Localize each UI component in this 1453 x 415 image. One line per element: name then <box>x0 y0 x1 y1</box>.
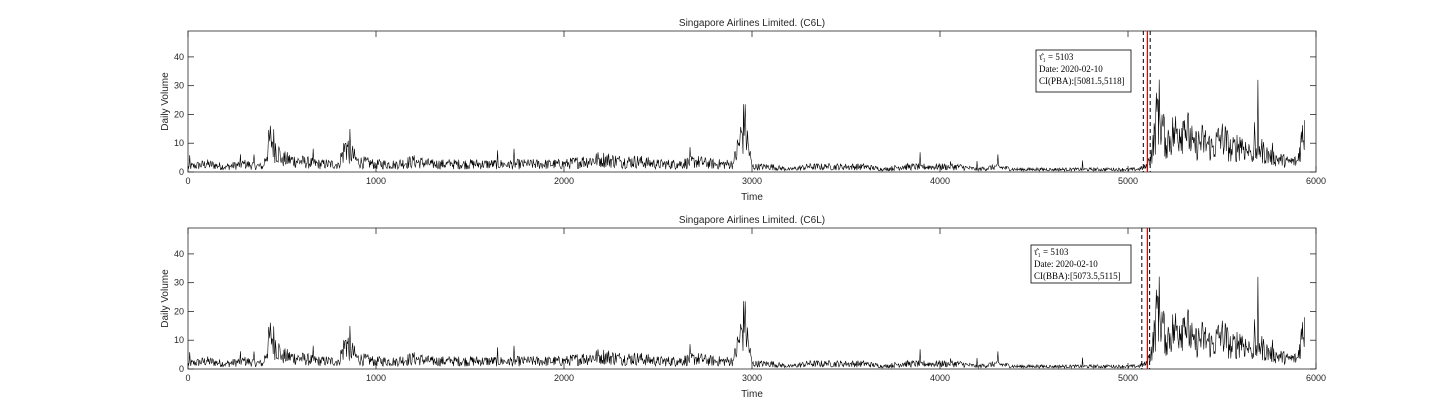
x-tick-label: 0 <box>185 373 190 383</box>
y-tick-label: 40 <box>174 249 184 259</box>
x-tick-label: 6000 <box>1306 373 1326 383</box>
annotation-line: CI(BBA):[5073.5,5115] <box>1034 271 1121 281</box>
y-tick-label: 0 <box>179 364 184 374</box>
annotation-line: τ̂₁ = 5103 <box>1039 52 1074 62</box>
y-tick-label: 30 <box>174 81 184 91</box>
x-tick-label: 1000 <box>366 176 386 186</box>
annotation-line: Date: 2020-02-10 <box>1034 259 1098 269</box>
chart-title: Singapore Airlines Limited. (C6L) <box>679 18 825 29</box>
chart-panel-1: Singapore Airlines Limited. (C6L) 0 1000 20… <box>160 18 1326 203</box>
y-tick-label: 10 <box>174 138 184 148</box>
x-tick-label: 1000 <box>366 373 386 383</box>
x-tick-label: 6000 <box>1306 176 1326 186</box>
x-axis-label: Time <box>741 389 763 400</box>
chart-title: Singapore Airlines Limited. (C6L) <box>679 215 825 226</box>
y-axis-label: Daily Volume <box>160 269 171 328</box>
x-tick-label: 5000 <box>1118 373 1138 383</box>
y-tick-label: 20 <box>174 306 184 316</box>
annotation-line: CI(PBA):[5081.5,5118] <box>1039 76 1125 86</box>
x-tick-label: 5000 <box>1118 176 1138 186</box>
series-line <box>187 79 1305 173</box>
x-axis-label: Time <box>741 192 763 203</box>
chart-panel-2: Singapore Airlines Limited. (C6L) 0 1000 20… <box>160 215 1326 400</box>
y-tick-label: 20 <box>174 109 184 119</box>
x-tick-label: 0 <box>185 176 190 186</box>
annotation-line: τ̂₁ = 5103 <box>1034 247 1069 257</box>
y-tick-label: 0 <box>179 167 184 177</box>
x-tick-label: 4000 <box>930 373 950 383</box>
x-tick-label: 4000 <box>930 176 950 186</box>
x-tick-label: 2000 <box>554 176 574 186</box>
x-tick-label: 2000 <box>554 373 574 383</box>
y-tick-label: 10 <box>174 335 184 345</box>
annotation-box <box>1035 49 1132 93</box>
x-tick-label: 3000 <box>742 176 762 186</box>
annotation-line: Date: 2020-02-10 <box>1039 64 1103 74</box>
y-tick-label: 30 <box>174 278 184 288</box>
y-tick-label: 40 <box>174 52 184 62</box>
x-tick-label: 3000 <box>742 373 762 383</box>
y-axis-label: Daily Volume <box>160 72 171 131</box>
series-line <box>187 276 1305 370</box>
annotation-box <box>1030 244 1132 284</box>
